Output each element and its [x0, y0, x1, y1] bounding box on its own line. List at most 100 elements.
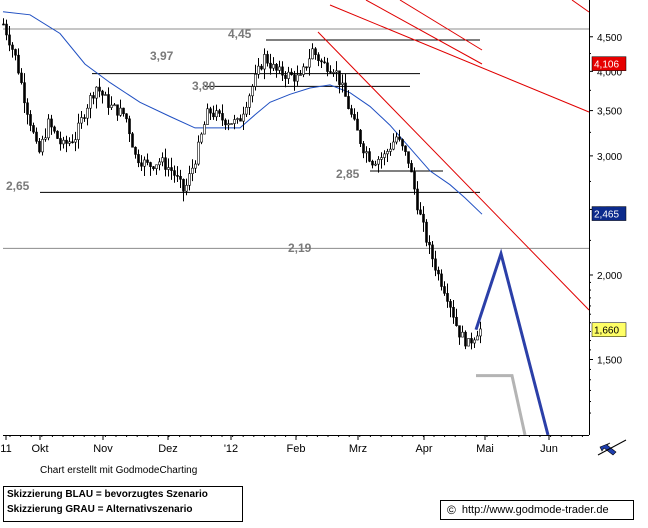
candle-body: [452, 306, 455, 318]
candle-body: [98, 86, 101, 92]
y-tick-label: 1,500: [597, 355, 622, 366]
candle-body: [308, 58, 311, 68]
candle-body: [128, 118, 131, 135]
x-tick-label: Okt: [31, 443, 48, 455]
candle-body: [413, 171, 416, 190]
candle-body: [2, 23, 5, 26]
candle-body: [104, 94, 107, 96]
candle-body: [362, 143, 365, 154]
candle-body: [347, 96, 350, 109]
candle-body: [476, 335, 479, 341]
candle-body: [50, 118, 53, 128]
chart-credit: Chart erstellt mit GodmodeCharting: [40, 465, 198, 476]
candle-body: [386, 151, 389, 155]
candle-body: [404, 145, 407, 152]
level-label: 2,19: [288, 241, 312, 255]
candle-body: [209, 108, 212, 114]
candle-body: [251, 86, 254, 97]
candle-body: [365, 151, 368, 154]
candle-body: [407, 151, 410, 164]
x-tick-label: Apr: [415, 443, 432, 455]
y-tick-label: 3,500: [597, 107, 622, 118]
candle-body: [332, 71, 335, 74]
candle-body: [149, 162, 152, 167]
candle-body: [194, 163, 197, 169]
candle-body: [74, 139, 77, 143]
x-tick-label: Nov: [93, 443, 113, 455]
candle-body: [377, 159, 380, 165]
candle-body: [35, 131, 38, 142]
candle-body: [77, 122, 80, 140]
annotation-layer: 4,45 3,97 3,80 2,85 2,65 2,19: [6, 27, 360, 255]
candle-body: [464, 331, 467, 347]
candle-body: [326, 62, 329, 72]
candle-body: [479, 328, 482, 337]
source-url-box[interactable]: © http://www.godmode-trader.de: [440, 500, 634, 520]
candle-body: [101, 90, 104, 96]
candle-body: [200, 133, 203, 143]
price-badge: [591, 206, 627, 221]
candle-body: [428, 241, 431, 246]
candle-body: [158, 161, 161, 166]
x-tick-label: Feb: [287, 443, 306, 455]
copyright-icon: ©: [447, 503, 456, 517]
trend-line: [329, 4, 590, 113]
candle-body: [254, 73, 257, 87]
candle-body: [155, 164, 158, 169]
candle-body: [47, 118, 50, 139]
candle-body: [431, 244, 434, 260]
candle-body: [188, 173, 191, 186]
candle-body: [131, 133, 134, 148]
candle-body: [440, 273, 443, 287]
candle-body: [470, 338, 473, 344]
candle-body: [134, 146, 137, 155]
trend-line: [399, 0, 483, 51]
candle-body: [299, 74, 302, 76]
candle-body: [122, 107, 125, 115]
candle-body: [410, 163, 413, 173]
candle-body: [416, 188, 419, 211]
candle-body: [323, 61, 326, 64]
candle-body: [137, 154, 140, 164]
candle-body: [458, 325, 461, 338]
source-url[interactable]: http://www.godmode-trader.de: [461, 504, 609, 516]
candle-body: [389, 148, 392, 152]
candle-body: [374, 163, 377, 166]
candle-body: [29, 114, 32, 126]
candle-body: [65, 139, 68, 144]
level-label: 2,65: [6, 179, 30, 193]
legend-blue: Skizzierung BLAU = bevorzugtes Szenario: [7, 489, 208, 500]
candle-body: [92, 95, 95, 99]
x-tick-label: Mrz: [349, 443, 367, 455]
candle-body: [107, 94, 110, 108]
candle-body: [293, 74, 296, 82]
candle-body: [68, 141, 71, 144]
scenario-grey-line: [476, 374, 527, 436]
candle-body: [341, 82, 344, 85]
candle-body: [368, 151, 371, 162]
candle-body: [161, 157, 164, 163]
price-badge: [591, 322, 627, 337]
x-tick-label: Mai: [476, 443, 494, 455]
candle-body: [113, 104, 116, 107]
candle-body: [191, 167, 194, 174]
candle-body: [473, 339, 476, 344]
moving-average-line: [2, 11, 483, 215]
candle-body: [311, 48, 314, 60]
x-tick-label: Jun: [540, 443, 558, 455]
candle-body: [197, 141, 200, 165]
candle-body: [257, 65, 260, 75]
candle-body: [125, 113, 128, 120]
candle-body: [314, 48, 317, 55]
candle-body: [395, 136, 398, 143]
candle-body: [245, 107, 248, 115]
candle-body: [179, 176, 182, 180]
candle-body: [344, 82, 347, 97]
candle-body: [446, 293, 449, 302]
candle-body: [392, 141, 395, 150]
candle-body: [89, 95, 92, 109]
candle-body: [86, 107, 89, 119]
scenario-blue-line: [474, 248, 550, 436]
candle-body: [296, 74, 299, 82]
price-badge-label: 4,106: [594, 60, 619, 71]
